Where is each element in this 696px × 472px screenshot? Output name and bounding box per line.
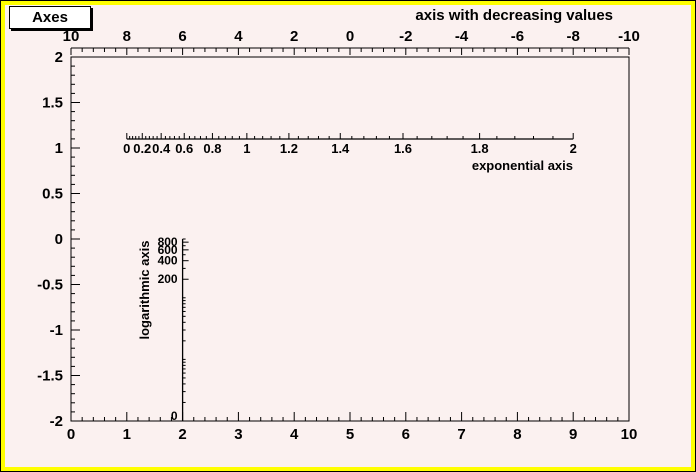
tick-label: 7 [457,426,465,443]
tick-label: 0.4 [152,141,171,156]
tick-label: 1 [123,426,131,443]
tick-label: 0 [123,141,130,156]
tick-label: 10 [621,426,638,443]
tick-label: 1.4 [331,141,350,156]
tick-label: 6 [402,426,410,443]
tick-label: -8 [567,28,580,45]
plot-title-box: Axes [9,6,91,29]
tick-label: 0.2 [133,141,151,156]
tick-label: 1.6 [394,141,412,156]
tick-label: 6 [178,28,186,45]
tick-label: -10 [618,28,640,45]
tick-label: 400 [158,254,178,268]
tick-label: 1 [55,140,63,157]
tick-label: 4 [234,28,243,45]
tick-label: 1.2 [280,141,298,156]
y-axis: 2 1.5 1 0.5 0 -0.5 -1 -1.5 -2 [37,49,80,430]
tick-label: 800 [158,235,178,249]
tick-label: 0.5 [42,186,63,203]
tick-label: 5 [346,426,354,443]
top-decreasing-axis: 10 8 6 4 2 0 -2 -4 -6 -8 -10 [63,28,640,55]
tick-label: -6 [511,28,524,45]
canvas-area [5,5,691,467]
tick-label: 4 [290,426,299,443]
tick-label: -1 [50,322,63,339]
tick-label: 9 [569,426,577,443]
tick-label: 0.6 [175,141,193,156]
tick-label: -0.5 [37,277,63,294]
tick-label: 2 [570,141,577,156]
x-axis: 0 1 2 3 4 5 6 7 8 9 10 [67,412,638,443]
tick-label: 2 [290,28,298,45]
tick-label: 0.8 [203,141,221,156]
tick-label: 1 [243,141,250,156]
tick-label: 0 [67,426,75,443]
tick-label: 2 [178,426,186,443]
tick-label: 3 [234,426,242,443]
tick-label: -4 [455,28,469,45]
tick-label: 1.5 [42,95,63,112]
top-axis-title: axis with decreasing values [415,7,613,24]
tick-label: -1.5 [37,368,63,385]
tick-label: -2 [50,413,63,430]
tick-label: 0 [346,28,354,45]
main-frame [70,56,630,422]
tick-label: 8 [123,28,131,45]
tick-label: 0 [55,231,63,248]
tick-label: 200 [158,272,178,286]
log-axis-title: logarithmic axis [137,240,152,340]
exp-axis-title: exponential axis [471,158,573,173]
exponential-axis: 0 0.2 0.4 0.6 0.8 1 1.2 1.4 1.6 1.8 2 [123,133,577,156]
tick-label: 2 [55,49,63,66]
tick-label: -2 [399,28,412,45]
tick-label: 10 [63,28,80,45]
tick-label: 600 [158,243,178,257]
tick-label: 8 [513,426,521,443]
tick-label: 1.8 [471,141,489,156]
tick-label: 0 [171,409,178,423]
